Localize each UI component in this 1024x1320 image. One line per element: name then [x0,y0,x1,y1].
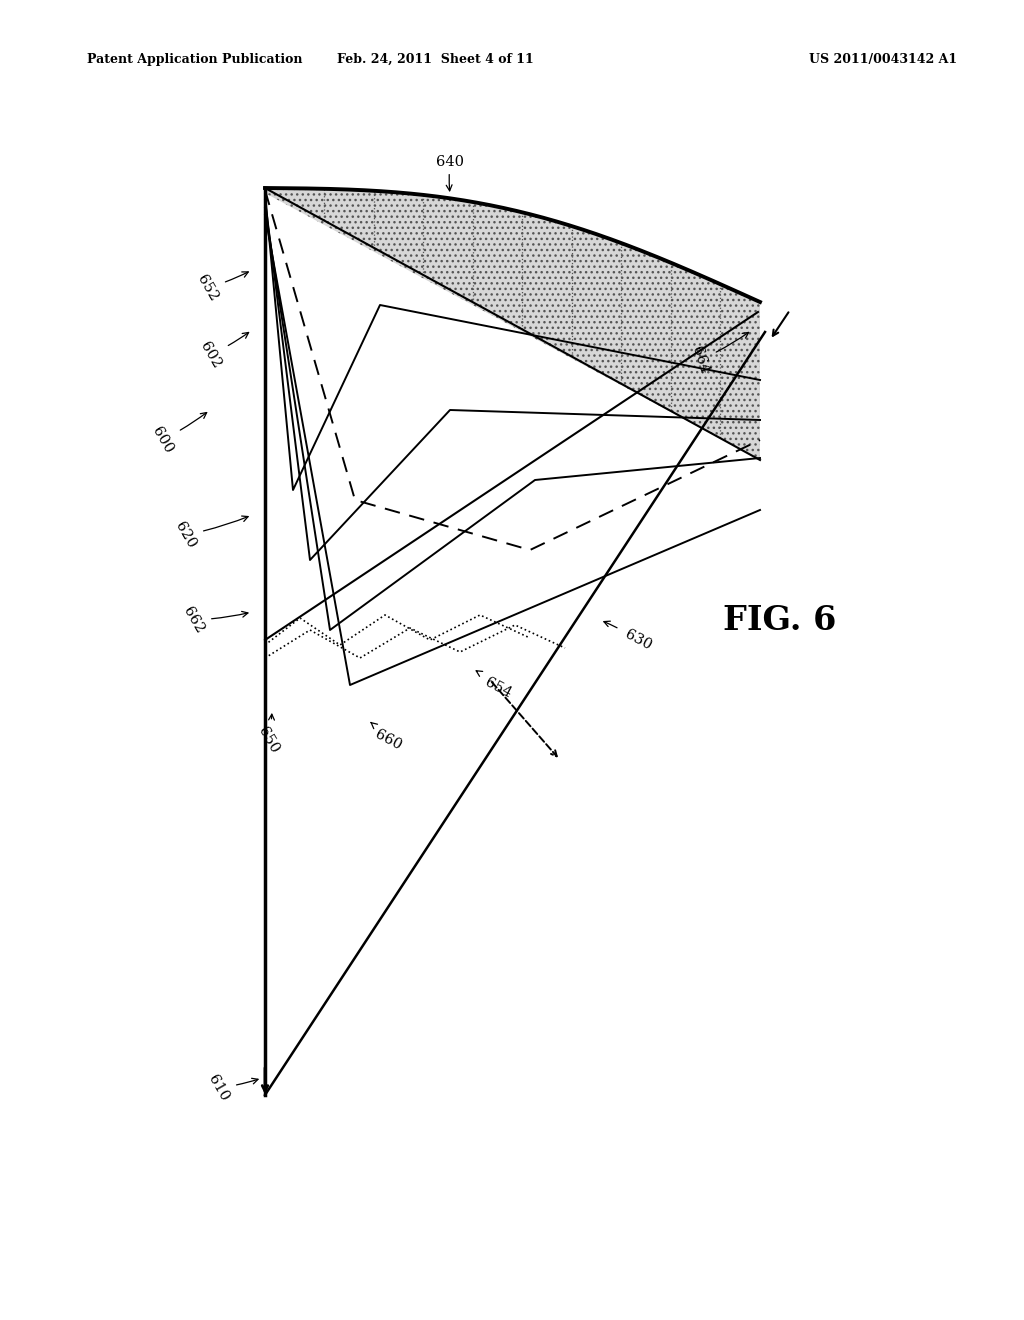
Text: Patent Application Publication: Patent Application Publication [87,53,302,66]
Text: 660: 660 [371,722,403,752]
Text: US 2011/0043142 A1: US 2011/0043142 A1 [809,53,957,66]
Text: FIG. 6: FIG. 6 [723,603,837,636]
Text: 662: 662 [180,605,248,636]
Text: Feb. 24, 2011  Sheet 4 of 11: Feb. 24, 2011 Sheet 4 of 11 [337,53,534,66]
Text: 630: 630 [604,622,653,653]
Text: 640: 640 [436,154,464,191]
Text: 602: 602 [197,333,249,371]
Text: 620: 620 [172,516,248,550]
Text: 650: 650 [255,714,281,755]
Text: 654: 654 [476,671,514,701]
Text: 652: 652 [194,272,248,304]
Polygon shape [265,187,760,459]
Text: 610: 610 [205,1072,258,1104]
Text: 600: 600 [148,413,207,455]
Text: 664: 664 [689,333,749,375]
